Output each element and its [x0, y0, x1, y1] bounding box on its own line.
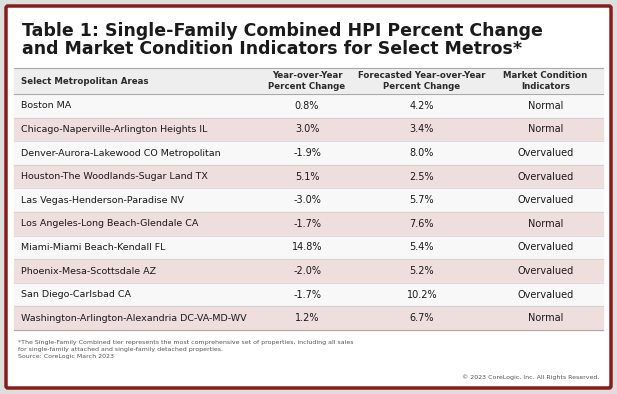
Bar	[14, 94, 603, 117]
Text: 0.8%: 0.8%	[295, 101, 319, 111]
Text: San Diego-Carlsbad CA: San Diego-Carlsbad CA	[21, 290, 131, 299]
Text: 6.7%: 6.7%	[410, 313, 434, 323]
Text: *The Single-Family Combined tier represents the most comprehensive set of proper: *The Single-Family Combined tier represe…	[18, 340, 354, 359]
Text: -1.7%: -1.7%	[293, 290, 321, 299]
Bar	[14, 212, 603, 236]
Text: 2.5%: 2.5%	[410, 172, 434, 182]
Text: Washington-Arlington-Alexandria DC-VA-MD-WV: Washington-Arlington-Alexandria DC-VA-MD…	[21, 314, 247, 323]
FancyBboxPatch shape	[6, 6, 611, 388]
Text: Overvalued: Overvalued	[518, 290, 574, 299]
Text: Las Vegas-Henderson-Paradise NV: Las Vegas-Henderson-Paradise NV	[21, 196, 184, 205]
Text: 4.2%: 4.2%	[410, 101, 434, 111]
Text: 3.0%: 3.0%	[295, 125, 319, 134]
Text: 5.4%: 5.4%	[410, 242, 434, 253]
Text: Chicago-Naperville-Arlington Heights IL: Chicago-Naperville-Arlington Heights IL	[21, 125, 207, 134]
Text: Overvalued: Overvalued	[518, 242, 574, 253]
Text: 5.1%: 5.1%	[295, 172, 319, 182]
Bar	[14, 283, 603, 307]
Text: Select Metropolitan Areas: Select Metropolitan Areas	[21, 76, 149, 85]
Bar	[14, 307, 603, 330]
Text: Overvalued: Overvalued	[518, 172, 574, 182]
Text: Forecasted Year-over-Year
Percent Change: Forecasted Year-over-Year Percent Change	[358, 71, 486, 91]
Text: and Market Condition Indicators for Select Metros*: and Market Condition Indicators for Sele…	[22, 40, 522, 58]
Text: Los Angeles-Long Beach-Glendale CA: Los Angeles-Long Beach-Glendale CA	[21, 219, 199, 228]
Bar	[14, 117, 603, 141]
Text: -3.0%: -3.0%	[293, 195, 321, 205]
Text: 3.4%: 3.4%	[410, 125, 434, 134]
Text: -2.0%: -2.0%	[293, 266, 321, 276]
Text: Phoenix-Mesa-Scottsdale AZ: Phoenix-Mesa-Scottsdale AZ	[21, 266, 156, 275]
Bar	[14, 141, 603, 165]
Text: -1.7%: -1.7%	[293, 219, 321, 229]
Text: 7.6%: 7.6%	[410, 219, 434, 229]
Text: © 2023 CoreLogic, Inc. All Rights Reserved.: © 2023 CoreLogic, Inc. All Rights Reserv…	[462, 374, 599, 380]
Text: Miami-Miami Beach-Kendall FL: Miami-Miami Beach-Kendall FL	[21, 243, 165, 252]
Text: Houston-The Woodlands-Sugar Land TX: Houston-The Woodlands-Sugar Land TX	[21, 172, 208, 181]
Text: Normal: Normal	[528, 125, 563, 134]
Text: Overvalued: Overvalued	[518, 266, 574, 276]
Text: Table 1: Single-Family Combined HPI Percent Change: Table 1: Single-Family Combined HPI Perc…	[22, 22, 543, 40]
Text: Overvalued: Overvalued	[518, 195, 574, 205]
Text: 8.0%: 8.0%	[410, 148, 434, 158]
Text: Boston MA: Boston MA	[21, 101, 71, 110]
Text: Denver-Aurora-Lakewood CO Metropolitan: Denver-Aurora-Lakewood CO Metropolitan	[21, 149, 221, 158]
Bar	[14, 188, 603, 212]
Text: Overvalued: Overvalued	[518, 148, 574, 158]
Text: 5.7%: 5.7%	[410, 195, 434, 205]
Bar	[14, 68, 603, 94]
Text: -1.9%: -1.9%	[293, 148, 321, 158]
Bar	[14, 259, 603, 283]
Text: 10.2%: 10.2%	[407, 290, 437, 299]
Bar	[14, 236, 603, 259]
Text: Normal: Normal	[528, 101, 563, 111]
Text: 1.2%: 1.2%	[295, 313, 319, 323]
Text: 14.8%: 14.8%	[292, 242, 322, 253]
Text: Year-over-Year
Percent Change: Year-over-Year Percent Change	[268, 71, 346, 91]
Text: 5.2%: 5.2%	[410, 266, 434, 276]
Text: Market Condition
Indicators: Market Condition Indicators	[503, 71, 588, 91]
Text: Normal: Normal	[528, 219, 563, 229]
Bar	[14, 165, 603, 188]
Text: Normal: Normal	[528, 313, 563, 323]
